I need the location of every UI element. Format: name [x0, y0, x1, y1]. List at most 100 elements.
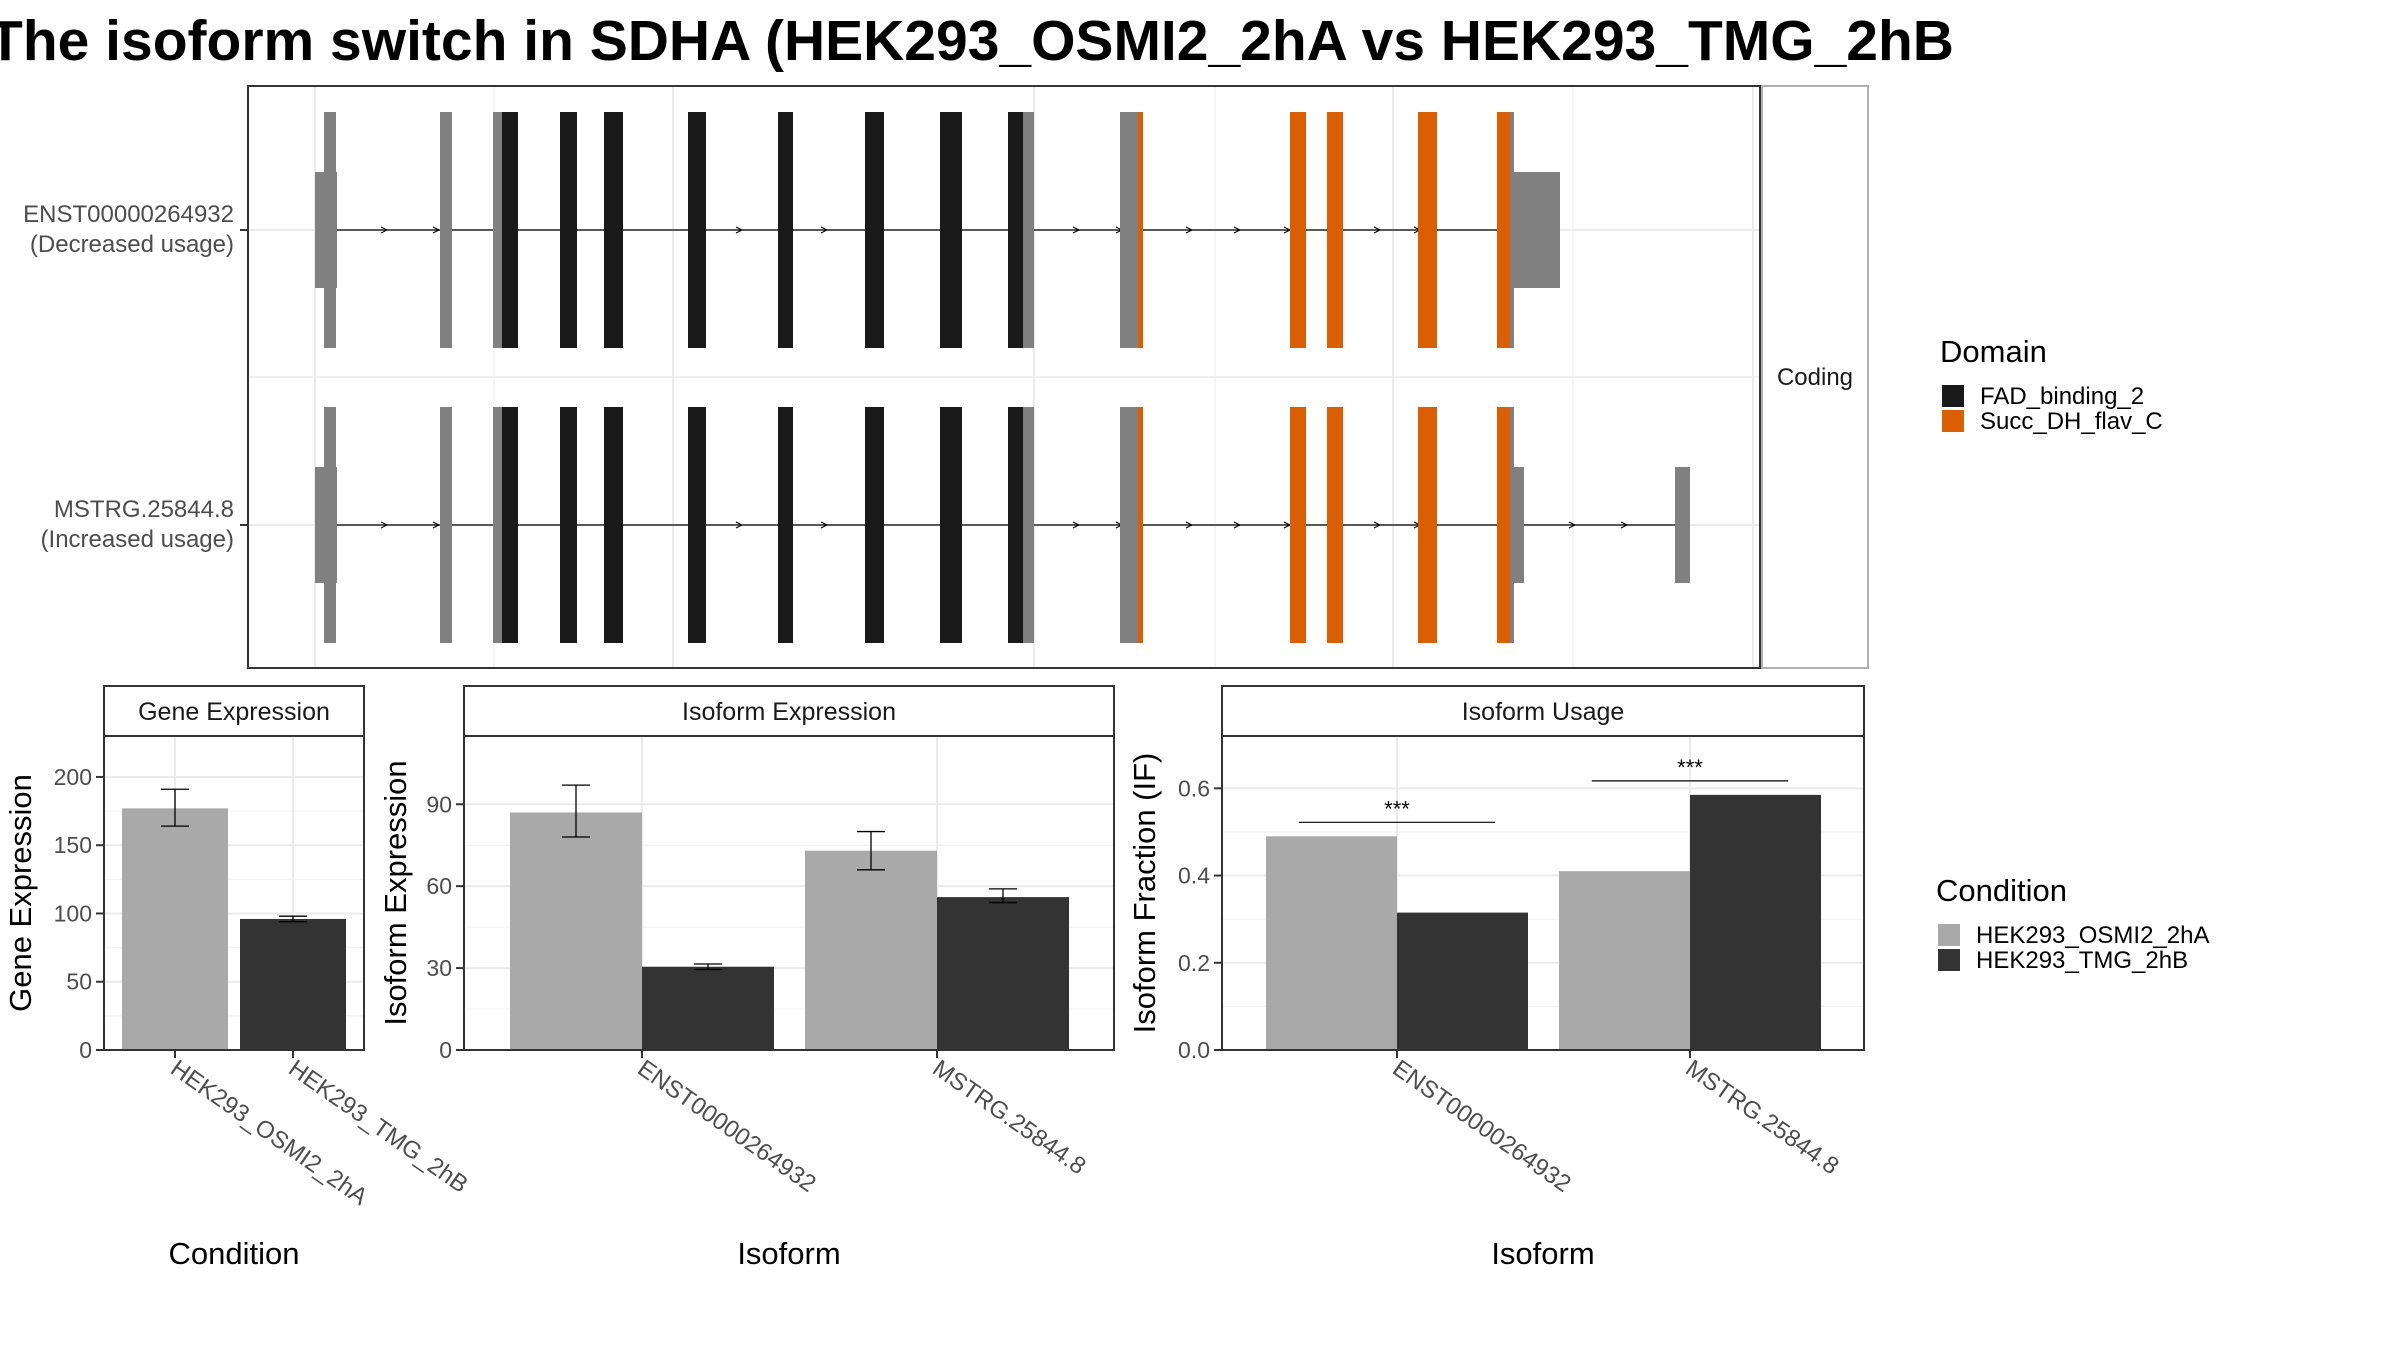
- succ-dh-exon: [1418, 112, 1437, 348]
- significance-label: ***: [1677, 755, 1703, 780]
- intron-direction-arrow: [1568, 521, 1577, 529]
- legend-key: [1938, 949, 1960, 971]
- structure-strip: [1761, 85, 1869, 669]
- fad-binding-exon: [604, 407, 623, 643]
- utr-exon: [493, 407, 502, 643]
- succ-dh-exon: [1138, 112, 1143, 348]
- intron-direction-arrow: [432, 521, 441, 529]
- x-axis-title: Isoform: [737, 1236, 840, 1271]
- y-tick-label: 200: [54, 764, 92, 790]
- fad-binding-exon: [940, 407, 962, 643]
- legend-label: FAD_binding_2: [1980, 383, 2144, 410]
- succ-dh-exon: [1497, 112, 1510, 348]
- y-tick-label: 0: [79, 1037, 92, 1063]
- isoform-usage-panel: Isoform Usage *** *** 0.0 0.2 0.4 0.6 ENST00000…: [1127, 685, 1865, 1271]
- y-tick-label: 30: [426, 955, 452, 981]
- fad-binding-exon: [688, 407, 706, 643]
- panel-strip: [103, 685, 365, 737]
- bar: [805, 850, 937, 1050]
- y-tick-label: 150: [54, 832, 92, 858]
- fad-binding-exon: [604, 112, 623, 348]
- condition-legend-title: Condition: [1936, 873, 2067, 908]
- isoform-structure-panel: Coding ENST00000264932 (Decreased usage) MS…: [23, 85, 1869, 669]
- utr-exon: [324, 112, 336, 348]
- isoform-expression-panel: Isoform Expression 0 30 60 90 ENST00000264932…: [378, 685, 1115, 1271]
- panel-strip-label: Isoform Usage: [1462, 698, 1625, 726]
- isoform-usage-label: (Decreased usage): [30, 231, 234, 258]
- succ-dh-exon: [1290, 112, 1306, 348]
- y-tick-label: 0.4: [1178, 863, 1210, 889]
- legend-label: HEK293_TMG_2hB: [1976, 947, 2188, 974]
- intron-direction-arrow: [1185, 226, 1194, 234]
- x-tick-label: ENST00000264932: [633, 1055, 821, 1198]
- utr-exon: [1120, 112, 1138, 348]
- intron-direction-arrow: [1185, 521, 1194, 529]
- isoform-label: MSTRG.25844.8: [54, 496, 234, 523]
- bar: [1266, 836, 1397, 1050]
- fad-binding-exon: [502, 112, 518, 348]
- y-axis-title: Isoform Expression: [378, 760, 413, 1025]
- bar: [240, 918, 346, 1050]
- panel-strip-label: Gene Expression: [138, 698, 330, 726]
- fad-binding-exon: [1008, 407, 1023, 643]
- utr-exon: [1023, 407, 1034, 643]
- intron-direction-arrow: [1373, 521, 1382, 529]
- intron-direction-arrow: [1620, 521, 1629, 529]
- intron-direction-arrow: [380, 521, 389, 529]
- x-axis-title: Isoform: [1491, 1236, 1594, 1271]
- x-tick-label: MSTRG.25844.8: [1681, 1055, 1844, 1180]
- intron-direction-arrow: [735, 521, 744, 529]
- y-tick-label: 60: [426, 873, 452, 899]
- succ-dh-exon: [1327, 407, 1343, 643]
- intron-direction-arrow: [1072, 521, 1081, 529]
- intron-direction-arrow: [380, 226, 389, 234]
- intron-direction-arrow: [735, 226, 744, 234]
- x-tick-label: MSTRG.25844.8: [928, 1055, 1091, 1180]
- utr-exon: [440, 112, 452, 348]
- panel-strip: [1221, 685, 1865, 737]
- y-tick-label: 90: [426, 791, 452, 817]
- significance-label: ***: [1384, 796, 1410, 821]
- bar: [510, 812, 642, 1050]
- bar: [122, 808, 228, 1050]
- isoform-usage-label: (Increased usage): [41, 526, 234, 553]
- structure-border: [247, 85, 1761, 669]
- bar: [642, 966, 774, 1050]
- figure-title: The isoform switch in SDHA (HEK293_OSMI2…: [0, 9, 1954, 73]
- utr-exon: [1675, 467, 1690, 583]
- y-tick-label: 0.6: [1178, 775, 1210, 801]
- panel-strip-label: Isoform Expression: [682, 698, 896, 726]
- fad-binding-exon: [502, 407, 518, 643]
- domain-legend-title: Domain: [1940, 334, 2047, 369]
- panel-border: [1221, 735, 1865, 1051]
- fad-binding-exon: [778, 407, 793, 643]
- panel-strip: [463, 685, 1115, 737]
- y-tick-label: 0.0: [1178, 1037, 1210, 1063]
- succ-dh-exon: [1138, 407, 1143, 643]
- bar: [1690, 794, 1821, 1050]
- intron-direction-arrow: [1373, 226, 1382, 234]
- structure-strip-label: Coding: [1777, 364, 1853, 391]
- utr-exon: [493, 112, 502, 348]
- isoform-label: ENST00000264932: [23, 201, 234, 228]
- utr-exon: [1514, 172, 1560, 288]
- y-axis-title: Gene Expression: [3, 774, 38, 1012]
- intron-direction-arrow: [1072, 226, 1081, 234]
- x-tick-label: HEK293_OSMI2_2hA: [166, 1055, 373, 1211]
- legend-key: [1942, 385, 1964, 407]
- intron-direction-arrow: [820, 521, 829, 529]
- succ-dh-exon: [1418, 407, 1437, 643]
- legend-key: [1942, 410, 1964, 432]
- succ-dh-exon: [1497, 407, 1510, 643]
- y-axis-title: Isoform Fraction (IF): [1127, 753, 1162, 1034]
- legend-label: HEK293_OSMI2_2hA: [1976, 922, 2209, 949]
- bar: [1397, 912, 1528, 1050]
- utr-exon: [1514, 467, 1524, 583]
- succ-dh-exon: [1290, 407, 1306, 643]
- utr-exon: [1510, 112, 1514, 348]
- y-tick-label: 0.2: [1178, 950, 1210, 976]
- utr-exon: [440, 407, 452, 643]
- fad-binding-exon: [560, 112, 577, 348]
